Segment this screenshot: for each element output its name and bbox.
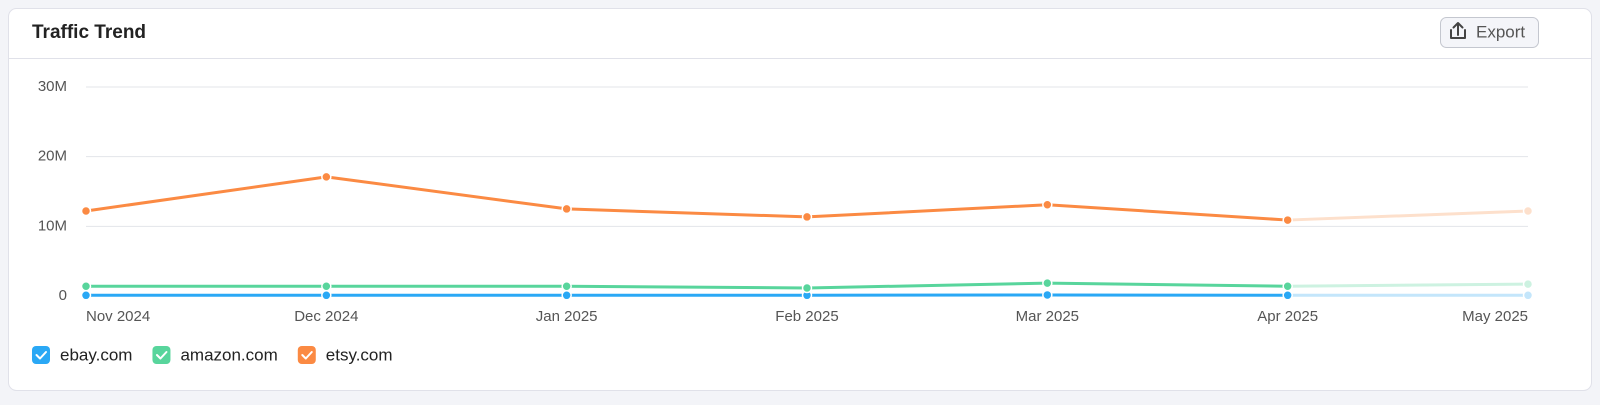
x-tick-label: Feb 2025: [775, 308, 838, 325]
data-point: [1282, 214, 1293, 226]
legend-checkbox: [297, 346, 316, 364]
y-tick-label: 30M: [38, 78, 67, 95]
legend-item[interactable]: amazon.com: [152, 345, 278, 364]
x-tick-label: Jan 2025: [536, 308, 598, 325]
check-mark: [35, 351, 47, 360]
card-title: Traffic Trend: [32, 22, 146, 43]
check-mark: [155, 351, 168, 360]
legend-label: etsy.com: [326, 345, 393, 364]
data-point: [561, 280, 572, 292]
x-tick-label: Mar 2025: [1016, 308, 1079, 325]
x-tick-label: Dec 2024: [294, 308, 358, 325]
legend-label: amazon.com: [180, 345, 277, 364]
data-point: [1282, 280, 1293, 292]
data-point: [1042, 199, 1053, 210]
export-icon: [1450, 22, 1466, 39]
x-tick-label: Nov 2024: [86, 308, 150, 325]
data-point: [1042, 277, 1053, 289]
export-button[interactable]: Export: [1440, 17, 1539, 48]
card: [8, 8, 1592, 391]
y-tick-label: 10M: [38, 217, 67, 234]
series-line-projected: [1287, 282, 1529, 288]
data-point: [1282, 290, 1293, 301]
data-point: [1522, 205, 1534, 217]
data-point: [80, 205, 92, 217]
x-tick-label: Apr 2025: [1257, 308, 1318, 325]
legend-label: ebay.com: [60, 345, 132, 364]
series-line: [86, 281, 1288, 290]
series-line: [85, 175, 1288, 222]
data-point: [561, 290, 572, 301]
data-point: [80, 290, 92, 301]
data-point: [801, 282, 813, 294]
check-mark: [301, 351, 313, 360]
data-point: [801, 211, 813, 223]
data-point: [321, 290, 332, 301]
x-tick-label: May 2025: [1462, 308, 1528, 325]
legend-checkbox: [152, 346, 171, 364]
legend-checkbox: [32, 346, 50, 364]
data-point: [1522, 278, 1534, 290]
data-point: [1522, 290, 1534, 301]
data-point: [80, 280, 92, 292]
data-point: [321, 280, 332, 292]
data-point: [1042, 289, 1053, 301]
series-line-projected: [1287, 209, 1529, 222]
legend-item[interactable]: etsy.com: [297, 345, 393, 364]
button-frame: [1440, 17, 1539, 48]
data-point: [321, 171, 332, 183]
y-tick-label: 20M: [38, 148, 67, 165]
button-label: Export: [1476, 22, 1525, 41]
y-tick-label: 0: [59, 287, 67, 304]
data-point: [561, 203, 572, 215]
legend-item[interactable]: ebay.com: [32, 345, 132, 364]
